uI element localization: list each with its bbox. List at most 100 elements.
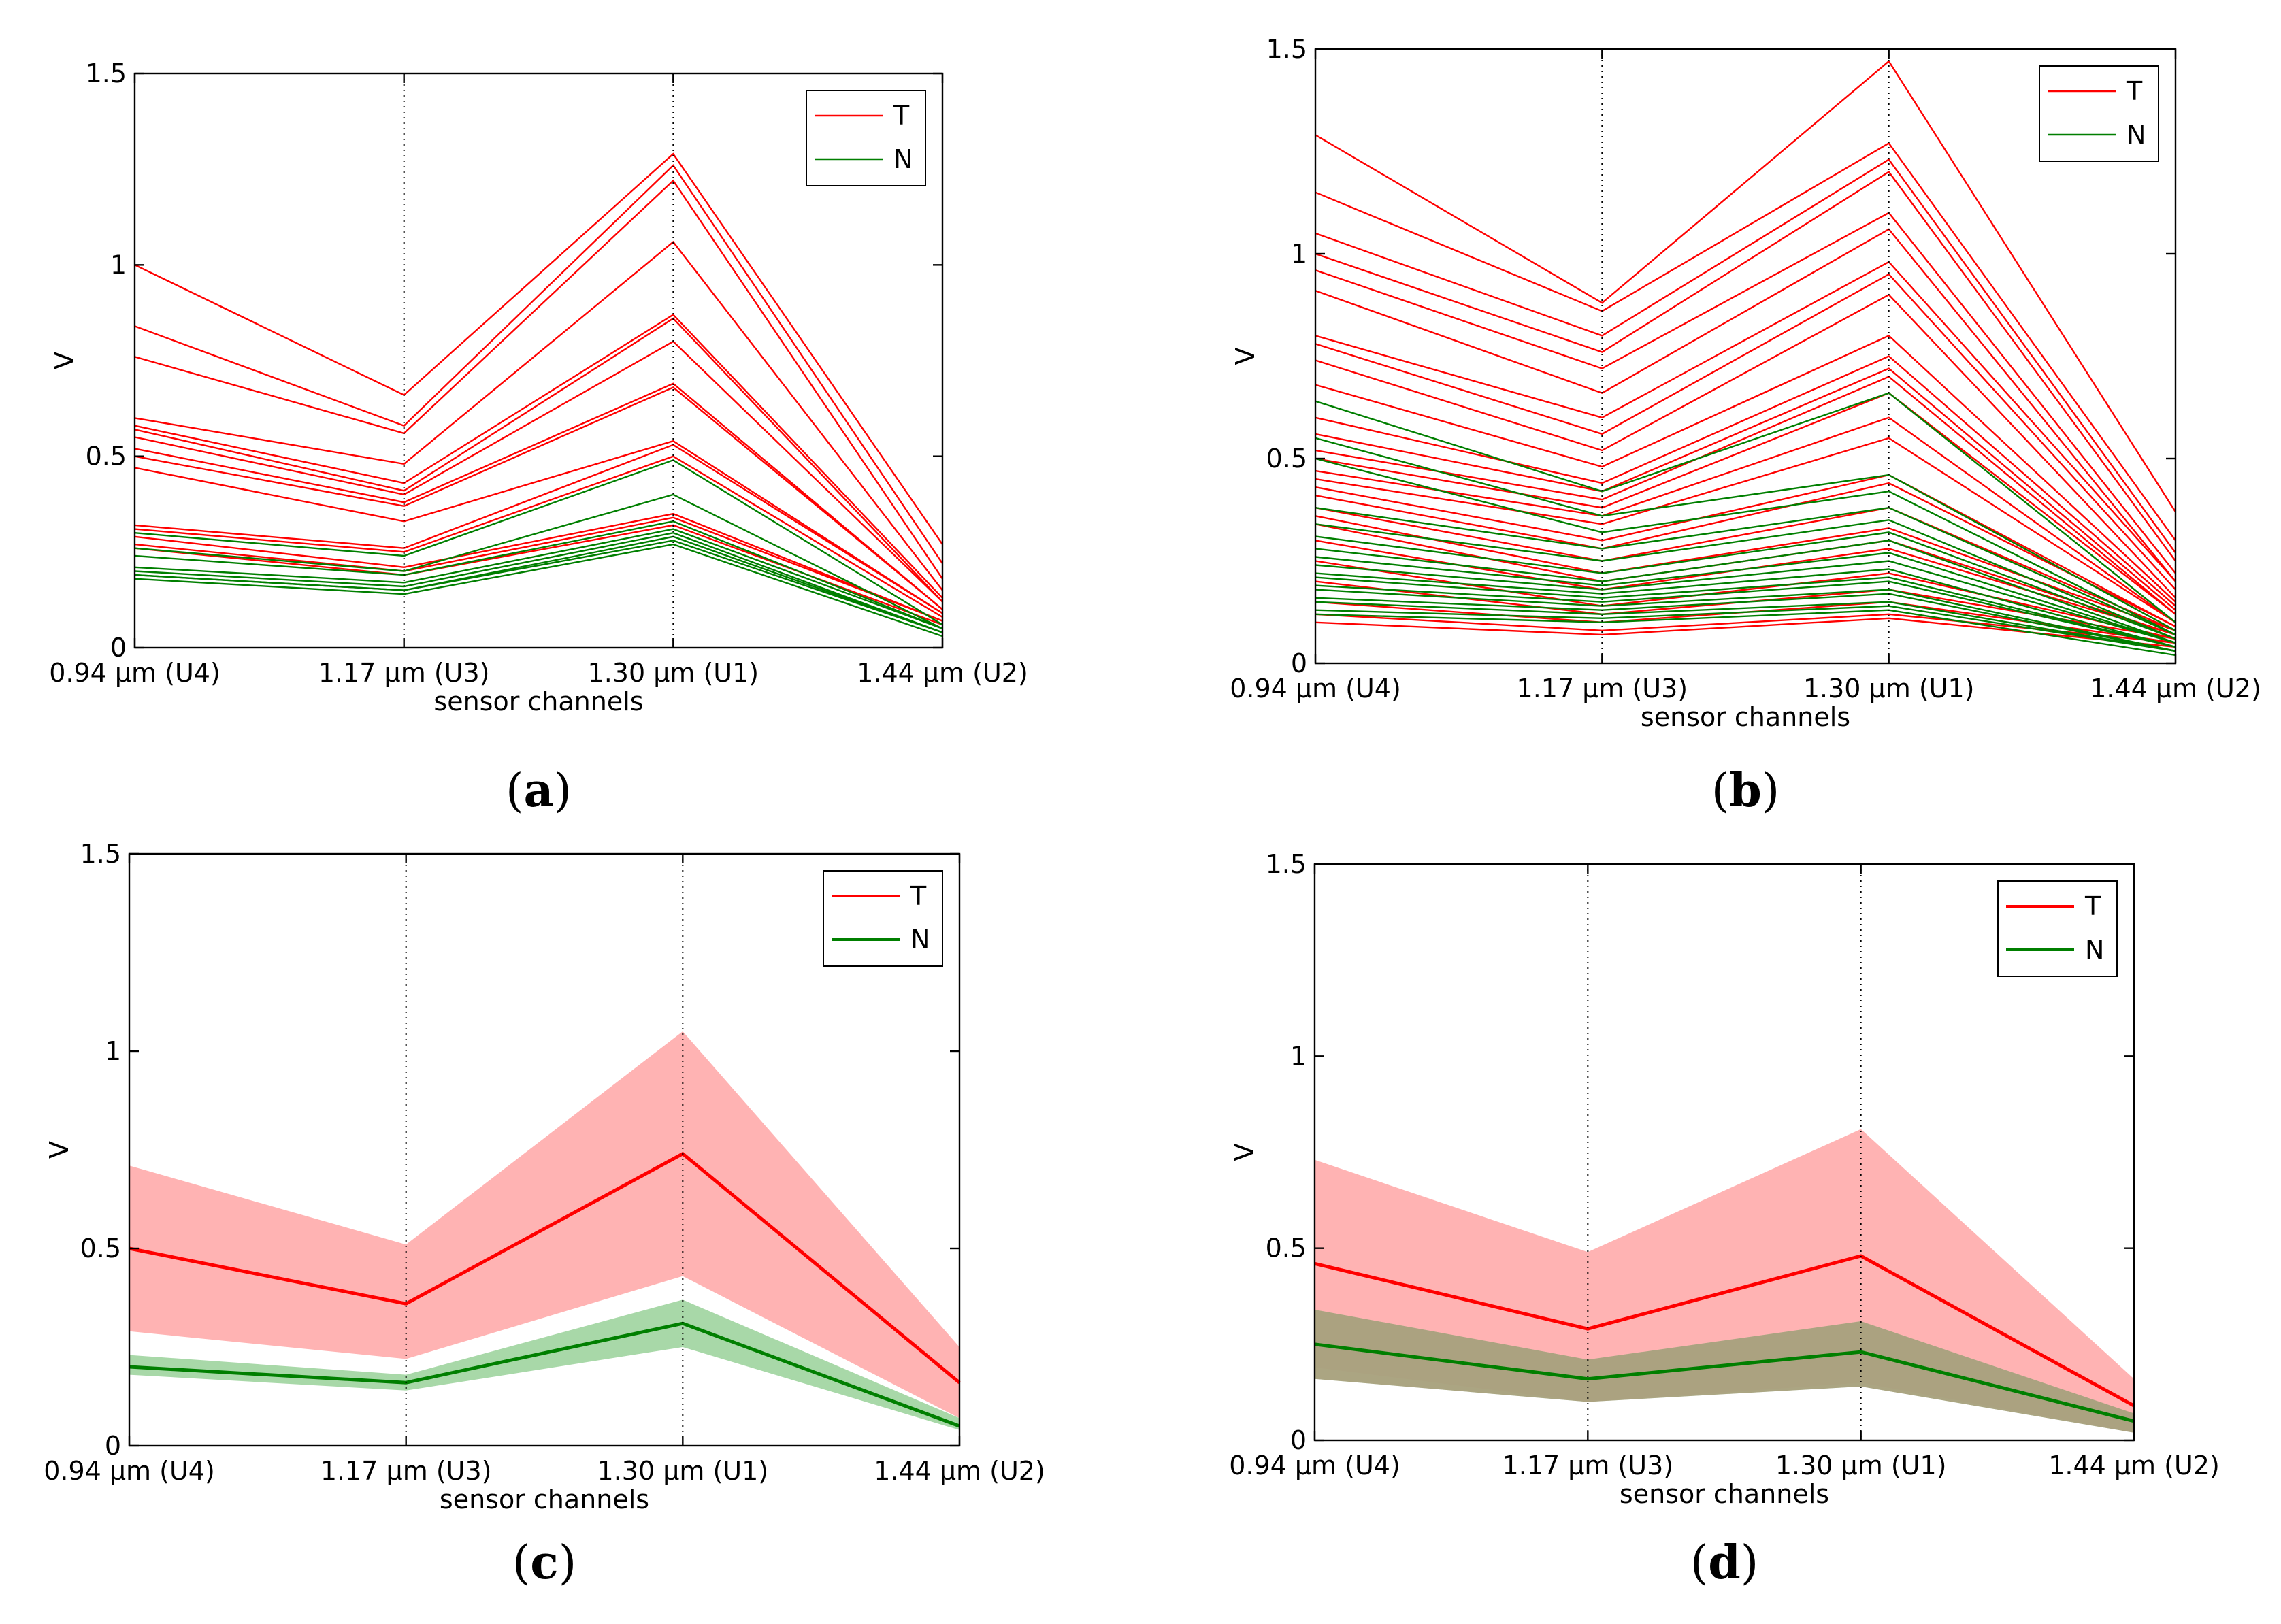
axes-frame [128, 852, 961, 1447]
y-axis-label: V [50, 352, 80, 369]
y-tick-label: 1.5 [86, 59, 127, 88]
series-line-T-10 [1315, 355, 2176, 607]
series-line-N-35 [1315, 560, 2176, 644]
y-tick-label: 0.5 [1266, 444, 1307, 474]
y-tick-label: 0.5 [86, 442, 127, 471]
series-line-T-12 [134, 512, 943, 622]
x-tick-label: 1.30 μm (U1) [1803, 674, 1975, 703]
series-line-N-15 [134, 459, 943, 626]
y-tick-label: 0.5 [80, 1233, 121, 1263]
series-line-N-21 [134, 540, 943, 633]
axes-frame [133, 72, 944, 649]
y-tick-label: 1 [105, 1036, 121, 1066]
series-line-N-29 [1315, 457, 2176, 635]
series-line-T-0 [134, 152, 943, 545]
x-tick-label: 1.44 μm (U2) [857, 658, 1028, 688]
legend-label-N: N [910, 925, 930, 955]
mean-line-T [1314, 1254, 2135, 1408]
series-line-N-17 [134, 520, 943, 630]
data-layer [129, 1031, 961, 1430]
y-tick-label: 0 [1291, 648, 1307, 678]
band-T [129, 1031, 959, 1419]
panel-d: 0 0.5 1 1.5 0.94 μm (U4) 1.17 μm (U3) 1.30 μm … [1229, 849, 2220, 1590]
series-line-T-3 [1315, 170, 2176, 562]
legend: TN [2039, 65, 2159, 162]
legend-label-N: N [2127, 120, 2146, 150]
series-line-N-36 [1315, 568, 2176, 648]
series-line-T-14 [1315, 416, 2176, 623]
series-line-N-42 [1315, 605, 2176, 652]
series-line-N-43 [1315, 609, 2176, 657]
series-line-T-3 [134, 240, 943, 591]
series-line-N-30 [1315, 506, 2176, 635]
series-line-T-7 [1315, 273, 2176, 591]
panel-label: (c) [512, 1536, 576, 1590]
legend-box [806, 90, 926, 186]
panel-label: (d) [1690, 1536, 1759, 1590]
series-line-T-7 [134, 382, 943, 610]
legend-label-N: N [893, 144, 913, 174]
legend-label-T: T [893, 101, 910, 131]
series-line-T-12 [1315, 376, 2176, 615]
series-line-N-22 [134, 543, 943, 637]
y-tick-label: 0 [105, 1431, 121, 1461]
series-line-T-15 [1315, 437, 2176, 623]
series-line-N-18 [134, 528, 943, 630]
series-line-N-40 [1315, 593, 2176, 652]
series-line-T-10 [134, 444, 943, 614]
series-line-N-27 [1315, 392, 2176, 623]
panel-label: (b) [1711, 763, 1780, 818]
y-tick-label: 0.5 [1266, 1233, 1307, 1263]
y-tick-label: 1.5 [80, 839, 121, 869]
series-line-T-1 [1315, 142, 2176, 542]
data-layer [134, 152, 943, 637]
x-tick-label: 1.44 μm (U2) [2090, 674, 2261, 703]
series-line-N-31 [1315, 519, 2176, 640]
legend: TN [806, 90, 926, 186]
x-tick-label: 1.17 μm (U3) [321, 1456, 492, 1486]
x-tick-label: 1.17 μm (U3) [1517, 674, 1688, 703]
series-line-N-33 [1315, 540, 2176, 644]
axes-frame [1314, 48, 2177, 665]
x-tick-label: 1.30 μm (U1) [588, 658, 759, 688]
y-tick-label: 0 [110, 633, 127, 663]
band-N [129, 1299, 959, 1430]
y-axis-label: V [1230, 348, 1260, 365]
series-line-T-18 [1315, 506, 2176, 631]
legend-label-T: T [910, 881, 927, 911]
y-tick-label: 1.5 [1266, 849, 1307, 879]
x-axis-label: sensor channels [1620, 1479, 1829, 1509]
series-line-N-34 [1315, 552, 2176, 644]
series-line-N-32 [1315, 531, 2176, 640]
x-tick-label: 1.17 μm (U3) [318, 658, 490, 688]
series-line-T-9 [1315, 334, 2176, 603]
axes-frame [1313, 863, 2135, 1442]
band-overlap [1315, 1310, 2134, 1433]
panel-c: 0 0.5 1 1.5 0.94 μm (U4) 1.17 μm (U3) 1.30 μm … [44, 839, 1045, 1590]
x-tick-label: 0.94 μm (U4) [44, 1456, 215, 1486]
y-axis-label: V [44, 1141, 74, 1159]
series-line-T-9 [134, 440, 943, 614]
x-axis-label: sensor channels [433, 686, 643, 716]
series-line-T-0 [1315, 60, 2177, 512]
series-line-T-6 [1315, 261, 2176, 582]
legend: TN [1997, 880, 2118, 977]
series-line-T-13 [134, 516, 943, 622]
series-line-T-5 [1315, 228, 2176, 582]
legend-box [2039, 65, 2159, 162]
mean-line-N [1314, 1342, 2135, 1423]
series-line-T-4 [1315, 212, 2176, 574]
x-tick-label: 1.30 μm (U1) [597, 1456, 769, 1486]
legend-label-T: T [2126, 76, 2143, 106]
panel-b: 0 0.5 1 1.5 0.94 μm (U4) 1.17 μm (U3) 1.30 μm … [1230, 34, 2261, 818]
series-line-T-8 [134, 386, 943, 610]
legend-box [1997, 880, 2118, 977]
series-line-N-38 [1315, 580, 2176, 648]
x-axis-label: sensor channels [440, 1485, 649, 1514]
series-line-N-16 [134, 493, 943, 629]
series-line-N-37 [1315, 576, 2176, 648]
data-layer [1314, 1129, 2135, 1433]
series-line-N-41 [1315, 601, 2176, 652]
x-tick-label: 0.94 μm (U4) [1230, 674, 1401, 703]
y-tick-label: 1.5 [1266, 34, 1307, 64]
